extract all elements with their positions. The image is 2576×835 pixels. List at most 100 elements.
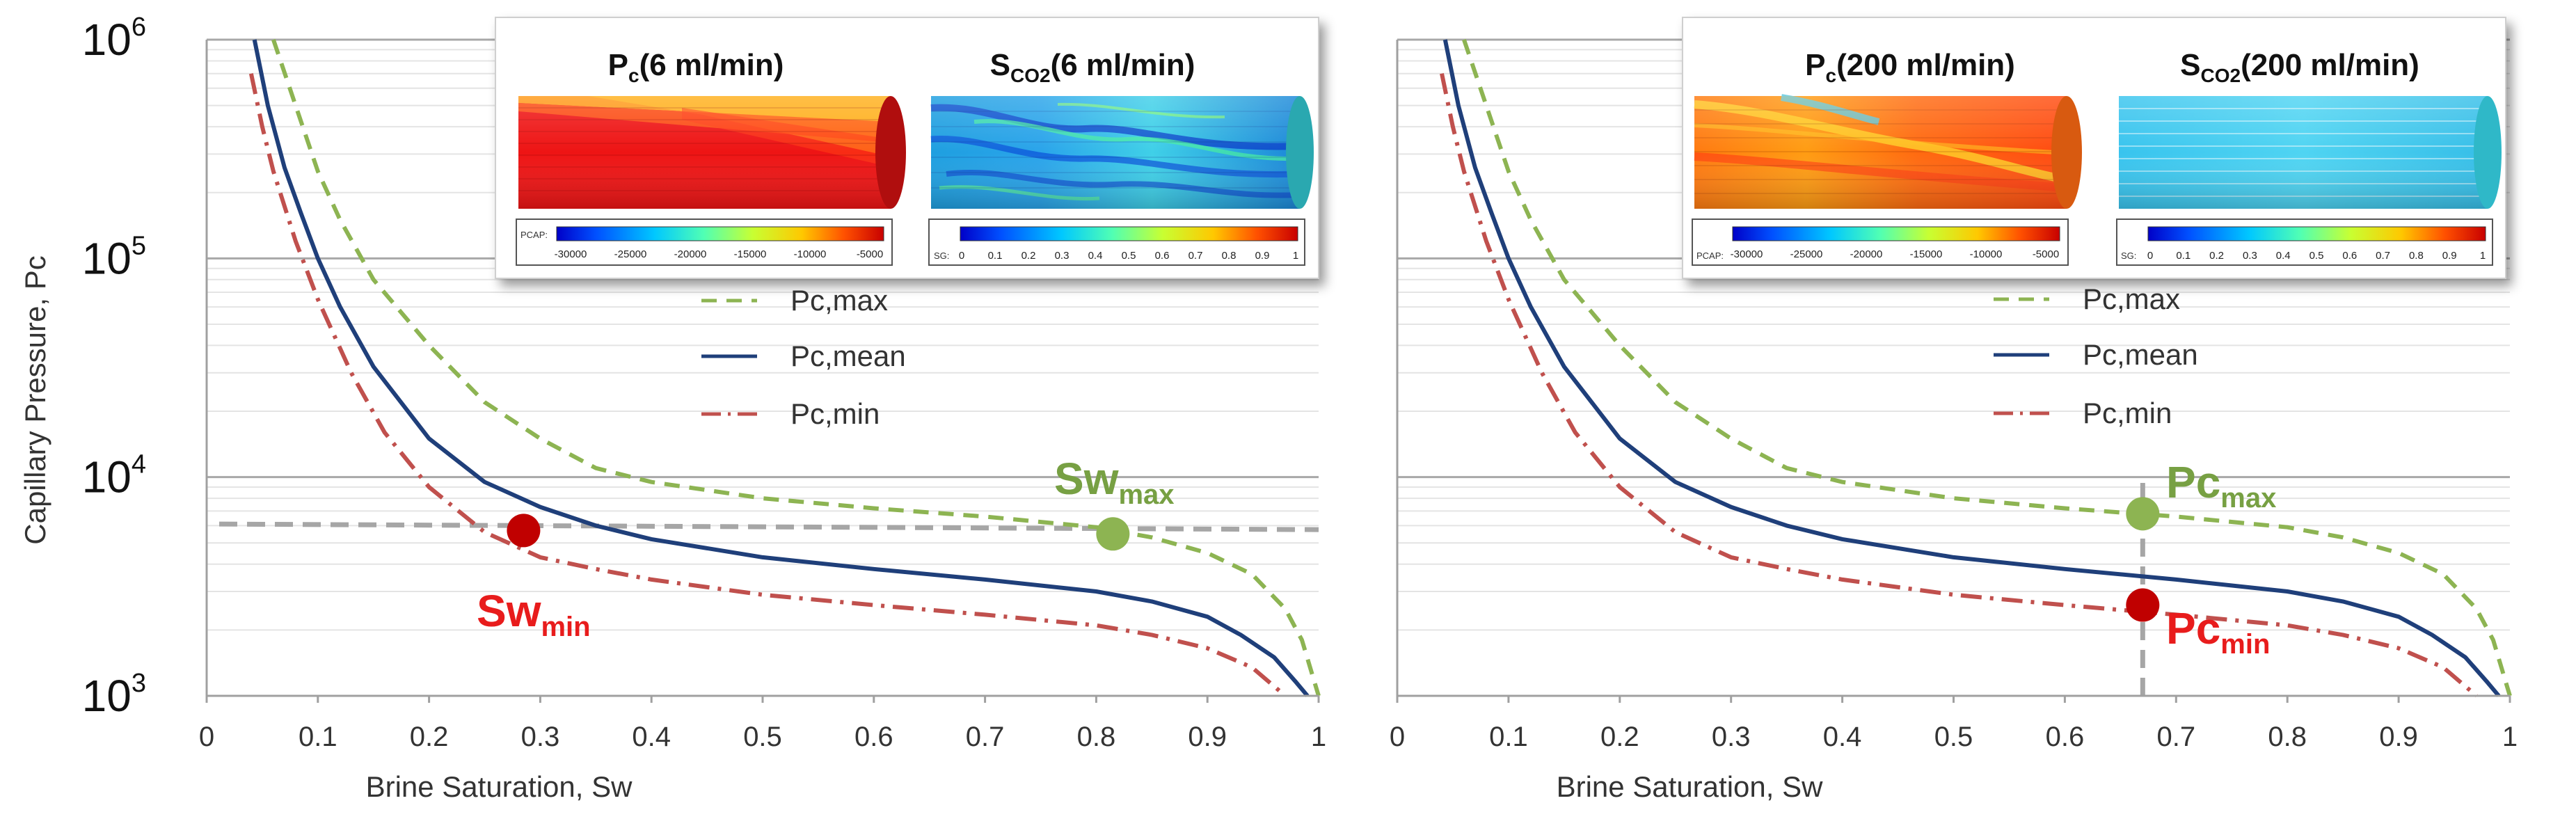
x-tick-labels: 0 0.1 0.2 0.3 0.4 0.5 0.6 0.7 0.8 0.9 1 [199, 696, 1326, 752]
legend: Pc,max Pc,mean Pc,min [701, 284, 906, 430]
inset-title-sco2-6ml: SCO2(6 ml/min) [990, 48, 1195, 86]
colorbar-tick-label: -30000 [555, 248, 587, 260]
series-line-pc-min [248, 73, 1287, 698]
x-tick-label: 0.9 [2379, 722, 2418, 752]
series-lines [248, 39, 1321, 698]
colorbar-tick-label: 0.2 [2209, 250, 2224, 262]
x-tick-label: 0.2 [410, 722, 449, 752]
pc-cylinder-6ml [518, 96, 906, 209]
colorbar-pcap-200ml: PCAP: -30000 -25000 -20000 -15000 -10000 -500… [1692, 218, 2069, 266]
colorbar-ticks: -30000 -25000 -20000 -15000 -10000 -5000 [555, 248, 884, 260]
legend-label-pc-mean: Pc,mean [790, 340, 906, 372]
legend-label-pc-max: Pc,max [790, 284, 888, 317]
series-line-pc-mean [252, 39, 1310, 697]
colorbar-tick-label: 0.3 [2243, 250, 2257, 262]
y-tick-label: 106 [82, 13, 146, 65]
colorbar-tick-label: 0.5 [1122, 250, 1136, 262]
legend-label-pc-min: Pc,min [2083, 397, 2172, 429]
marker-pc-min [2126, 588, 2160, 622]
y-tick-labels: 103 104 105 106 [82, 13, 146, 721]
colorbar-variable-label: SG: [934, 250, 949, 261]
inset-content-6ml: Pc(6 ml/min) SCO2(6 ml/min) [516, 48, 1314, 266]
marker-sw-max [1096, 517, 1130, 551]
colorbar-tick-label: 0.6 [1155, 250, 1170, 262]
colorbar-tick-label: 0.5 [2309, 250, 2324, 262]
colorbar-tick-label: 0.1 [988, 250, 1003, 262]
colorbar-ticks: 0 0.1 0.2 0.3 0.4 0.5 0.6 0.7 0.8 0.9 1 [2147, 250, 2486, 262]
x-tick-label: 0.8 [1077, 722, 1116, 752]
sco2-cylinder-6ml [930, 96, 1314, 209]
colorbar-variable-label: PCAP: [1696, 250, 1724, 261]
x-tick-label: 0.2 [1600, 722, 1639, 752]
series-lines [1440, 39, 2512, 698]
point-markers [507, 514, 1130, 551]
series-line-pc-max [271, 39, 1321, 697]
x-tick-label: 0.4 [1823, 722, 1862, 752]
colorbar-tick-label: -30000 [1731, 248, 1763, 260]
colorbar-pcap-6ml: PCAP: -30000 -25000 -20000 -15000 -10000 -500… [516, 218, 893, 266]
x-tick-label: 0.5 [1934, 722, 1973, 752]
sw-max-annotation: Swmax [1054, 454, 1175, 510]
x-tick-labels: 0 0.1 0.2 0.3 0.4 0.5 0.6 0.7 0.8 0.9 1 [1390, 696, 2518, 752]
x-axis-label: Brine Saturation, Sw [366, 770, 633, 803]
colorbar-variable-label: SG: [2121, 250, 2136, 261]
x-tick-label: 1 [1311, 722, 1326, 752]
colorbar-tick-label: -25000 [614, 248, 647, 260]
colorbar-sg-200ml: SG: 0 0.1 0.2 0.3 0.4 0.5 0.6 0.7 0.8 0.9 1 [2116, 218, 2493, 266]
horizontal-reference-line [218, 521, 1319, 532]
x-tick-label: 0.8 [2268, 722, 2307, 752]
x-tick-label: 0.9 [1188, 722, 1227, 752]
colorbar-tick-label: 0.6 [2342, 250, 2357, 262]
x-tick-label: 0.1 [299, 722, 337, 752]
colorbar-tick-label: 0.8 [1222, 250, 1237, 262]
series-line-pc-mean [1442, 39, 2501, 697]
point-markers [2126, 497, 2160, 622]
x-tick-label: 0.4 [632, 722, 671, 752]
colorbar-tick-label: 0.9 [2442, 250, 2457, 262]
x-tick-label: 0.6 [2046, 722, 2085, 752]
legend-label-pc-min: Pc,min [790, 397, 880, 430]
colorbar-tick-label: -20000 [1850, 248, 1883, 260]
colorbar-tick-label: 0 [2147, 250, 2153, 262]
legend: Pc,max Pc,mean Pc,min [1994, 283, 2198, 429]
chart-panel-left: 0 0.1 0.2 0.3 0.4 0.5 0.6 0.7 0.8 0.9 1 1031041051… [19, 13, 1326, 803]
series-line-pc-max [1462, 39, 2512, 697]
pc-min-annotation: Pcmin [2166, 603, 2270, 660]
colorbar-tick-label: 0.8 [2409, 250, 2424, 262]
marker-sw-min [507, 514, 541, 548]
x-tick-label: 0 [1390, 722, 1405, 752]
legend-label-pc-mean: Pc,mean [2083, 338, 2198, 371]
x-tick-label: 0.3 [1712, 722, 1751, 752]
colorbar-tick-label: -15000 [1910, 248, 1943, 260]
colorbar-tick-label: 0.2 [1021, 250, 1036, 262]
y-axis-label: Capillary Pressure, Pc [19, 255, 51, 544]
x-tick-label: 0.7 [2156, 722, 2195, 752]
chart-panel-right: 0 0.1 0.2 0.3 0.4 0.5 0.6 0.7 0.8 0.9 1 Brine Satu… [1390, 17, 2518, 803]
y-tick-label: 104 [82, 450, 146, 502]
inset-content-200ml: Pc(200 ml/min) SCO2(200 ml/min) [1692, 48, 2502, 266]
legend-label-pc-max: Pc,max [2083, 283, 2180, 315]
colorbar-tick-label: 0.4 [1088, 250, 1103, 262]
x-tick-label: 0.1 [1489, 722, 1528, 752]
colorbar-tick-label: 0.9 [1255, 250, 1270, 262]
colorbar-tick-label: 0.4 [2276, 250, 2291, 262]
colorbar-tick-label: 0.7 [2376, 250, 2390, 262]
inset-title-pc-6ml: Pc(6 ml/min) [608, 48, 784, 86]
pc-max-annotation: Pcmax [2166, 457, 2276, 514]
colorbar-tick-label: -15000 [734, 248, 767, 260]
series-line-pc-min [1440, 73, 2478, 698]
x-tick-label: 0.7 [966, 722, 1005, 752]
x-tick-label: 1 [2502, 722, 2518, 752]
colorbar-tick-label: -5000 [857, 248, 883, 260]
colorbar-tick-label: 0 [959, 250, 964, 262]
colorbar-tick-label: 1 [2480, 250, 2486, 262]
y-tick-label: 105 [82, 231, 146, 283]
colorbar-tick-label: 0.7 [1188, 250, 1203, 262]
colorbar-tick-label: 0.1 [2176, 250, 2191, 262]
x-axis-label: Brine Saturation, Sw [1557, 770, 1824, 803]
colorbar-tick-label: 1 [1293, 250, 1298, 262]
colorbar-tick-label: 0.3 [1055, 250, 1070, 262]
colorbar-tick-label: -20000 [674, 248, 707, 260]
colorbar-ticks: 0 0.1 0.2 0.3 0.4 0.5 0.6 0.7 0.8 0.9 1 [959, 250, 1298, 262]
sco2-cylinder-200ml [2119, 96, 2502, 209]
